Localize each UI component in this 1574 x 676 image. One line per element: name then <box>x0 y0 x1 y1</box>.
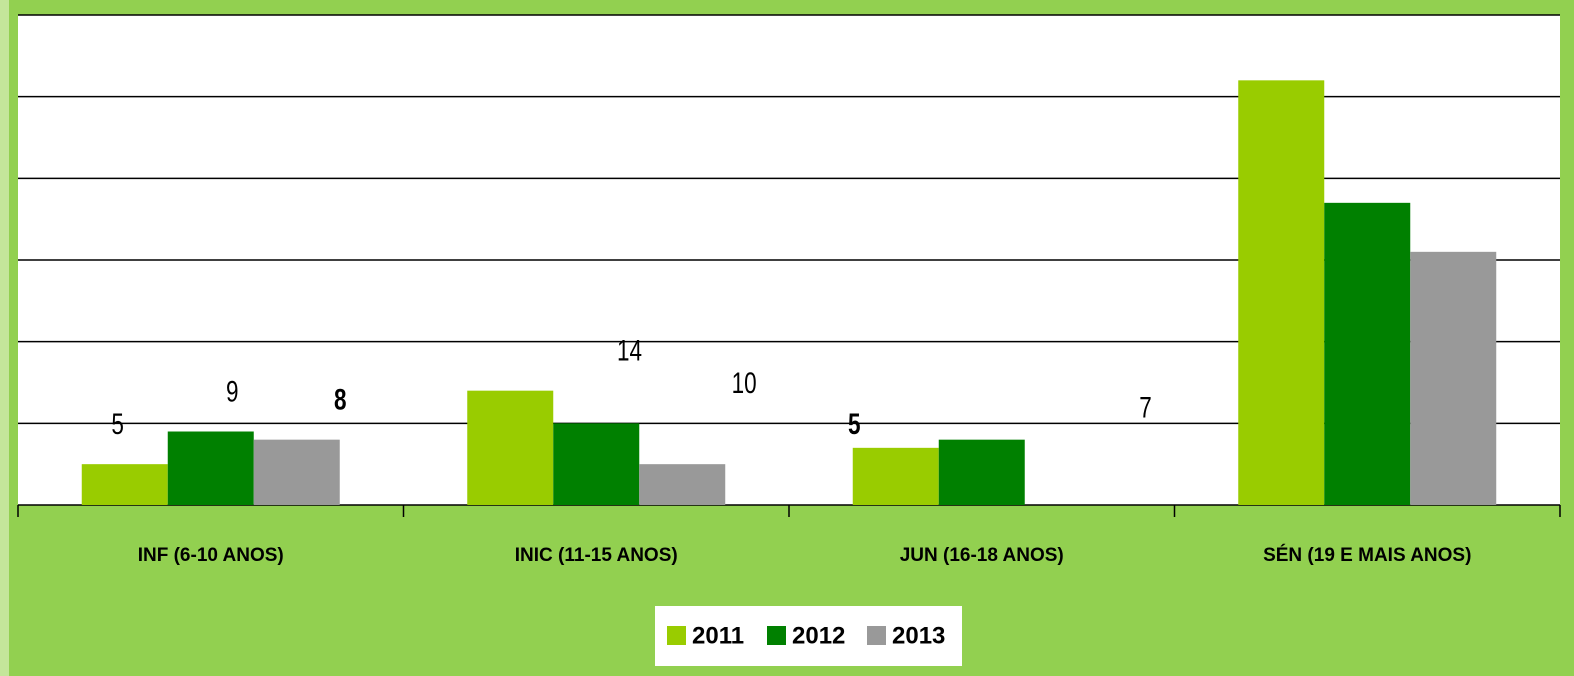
x-tick-label: SÉN (19 E MAIS ANOS) <box>1263 544 1471 566</box>
data-label: 14 <box>617 333 642 367</box>
data-label: 8 <box>334 382 347 416</box>
legend-label: 2011 <box>692 622 744 649</box>
bar <box>553 423 640 505</box>
legend-label: 2012 <box>792 622 845 649</box>
data-label: 5 <box>111 407 124 441</box>
x-tick-label: INIC (11-15 ANOS) <box>515 545 678 566</box>
bar <box>253 439 340 505</box>
bar <box>167 431 254 505</box>
bar <box>852 447 939 505</box>
bar <box>467 390 554 505</box>
x-tick-label: JUN (16-18 ANOS) <box>900 545 1064 566</box>
bar <box>81 464 168 505</box>
x-tick-label: INF (6-10 ANOS) <box>138 545 284 566</box>
legend-swatch <box>767 626 786 645</box>
bar <box>1324 202 1411 506</box>
legend-box <box>655 606 962 666</box>
bar <box>938 439 1025 505</box>
data-label: 7 <box>1139 391 1152 425</box>
bar <box>1410 251 1497 505</box>
left-strip <box>0 0 9 676</box>
data-label: 10 <box>732 366 757 400</box>
legend-swatch <box>667 626 686 645</box>
legend-swatch <box>867 626 886 645</box>
bar <box>639 464 726 505</box>
data-label: 5 <box>848 407 861 441</box>
legend-label: 2013 <box>892 622 945 649</box>
bar <box>1238 80 1325 505</box>
data-label: 9 <box>226 374 239 408</box>
